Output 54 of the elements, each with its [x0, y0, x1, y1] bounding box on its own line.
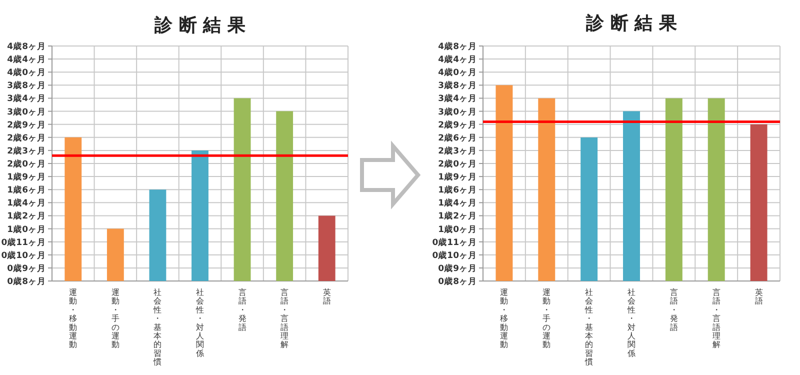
x-tick-label: 英語 — [322, 288, 331, 306]
x-tick-label: 言語・発語 — [670, 288, 678, 332]
text: 0歳8ヶ月 — [438, 276, 477, 287]
text: 3歳0ヶ月 — [7, 106, 46, 118]
text: 0歳11ヶ月 — [1, 236, 46, 248]
text: 0歳10ヶ月 — [432, 250, 477, 261]
text: 4歳0ヶ月 — [438, 67, 477, 78]
text: 1歳6ヶ月 — [438, 184, 477, 196]
text: 2歳3ヶ月 — [438, 145, 477, 156]
x-tick-label: 言語・言語理解 — [712, 288, 720, 350]
x-tick-label: 言語・言語理解 — [280, 288, 289, 350]
text: 3歳0ヶ月 — [438, 106, 477, 118]
text: 1歳6ヶ月 — [7, 184, 46, 196]
text: 0歳11ヶ月 — [432, 236, 477, 248]
text: 4歳8ヶ月 — [438, 41, 477, 52]
text: 3歳8ヶ月 — [7, 80, 46, 92]
chart-title: 診 断 結 果 — [585, 13, 678, 34]
x-tick-label: 英語 — [754, 288, 763, 306]
text: 1歳9ヶ月 — [7, 172, 46, 183]
x-tick-label: 運動・移動運動 — [500, 288, 508, 350]
x-tick-label: 社会性・対人関係 — [628, 288, 636, 358]
text: 1歳4ヶ月 — [438, 198, 477, 209]
text: 0歳10ヶ月 — [1, 250, 46, 261]
x-tick-label: 社会性・基本的習慣 — [585, 288, 594, 367]
text: 1歳0ヶ月 — [438, 224, 477, 235]
x-tick-label: 運動・手の運動 — [111, 288, 120, 350]
text: 4歳8ヶ月 — [7, 41, 46, 52]
text: 2歳6ヶ月 — [438, 132, 477, 144]
text: 3歳8ヶ月 — [438, 80, 477, 92]
text: 2歳9ヶ月 — [438, 119, 477, 130]
text: 2歳0ヶ月 — [438, 158, 477, 170]
text: 0歳8ヶ月 — [7, 276, 46, 287]
text: 4歳4ヶ月 — [7, 54, 46, 66]
text: 1歳2ヶ月 — [438, 210, 477, 222]
text: 4歳0ヶ月 — [7, 67, 46, 78]
x-tick-label: 社会性・対人関係 — [196, 288, 204, 358]
chart-title: 診 断 結 果 — [154, 15, 246, 36]
text: 1歳9ヶ月 — [438, 172, 477, 183]
text: 2歳9ヶ月 — [7, 119, 46, 130]
x-tick-label: 運動・移動運動 — [69, 288, 78, 350]
text: 2歳3ヶ月 — [7, 145, 46, 156]
text: 2歳0ヶ月 — [7, 158, 46, 170]
text: 0歳9ヶ月 — [7, 262, 46, 274]
text: 0歳9ヶ月 — [438, 262, 477, 274]
text: 3歳4ヶ月 — [7, 93, 46, 104]
x-tick-label: 言語・発語 — [238, 288, 246, 332]
text: 3歳4ヶ月 — [438, 93, 477, 104]
x-tick-label: 社会性・基本的習慣 — [154, 288, 162, 367]
text: 1歳4ヶ月 — [7, 198, 46, 209]
text: 1歳0ヶ月 — [7, 224, 46, 235]
x-tick-label: 運動・手の運動 — [542, 288, 551, 350]
text: 1歳2ヶ月 — [7, 210, 46, 222]
text: 4歳4ヶ月 — [438, 54, 477, 66]
text: 2歳6ヶ月 — [7, 132, 46, 144]
